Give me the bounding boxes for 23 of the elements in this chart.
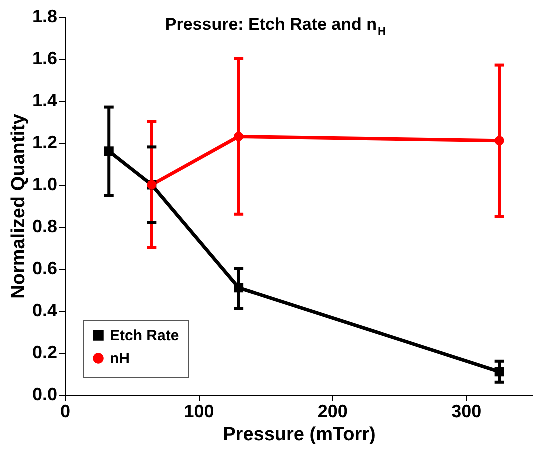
y-axis-title: Normalized Quantity — [8, 114, 30, 299]
x-axis-title: Pressure (mTorr) — [223, 424, 376, 446]
legend-label: Etch Rate — [110, 328, 180, 344]
point — [234, 283, 244, 293]
y-tick-label: 0.8 — [32, 216, 58, 236]
y-tick-label: 1.0 — [32, 174, 58, 194]
y-tick-label: 1.4 — [32, 90, 58, 110]
y-tick-label: 1.2 — [32, 132, 58, 152]
x-tick-label: 100 — [184, 402, 214, 422]
x-tick-label: 200 — [318, 402, 348, 422]
y-tick-label: 1.8 — [32, 6, 58, 26]
x-tick-label: 300 — [452, 402, 482, 422]
point — [234, 132, 244, 142]
y-tick-label: 0.4 — [32, 300, 58, 320]
legend-label: nH — [110, 350, 130, 368]
y-tick-label: 0.0 — [32, 384, 58, 404]
x-tick-label: 0 — [60, 402, 71, 422]
point — [494, 367, 504, 377]
y-tick-label: 0.6 — [32, 258, 58, 278]
y-tick-label: 0.2 — [32, 342, 58, 362]
point — [104, 146, 114, 156]
point — [494, 136, 504, 146]
y-tick-label: 1.6 — [32, 48, 58, 68]
